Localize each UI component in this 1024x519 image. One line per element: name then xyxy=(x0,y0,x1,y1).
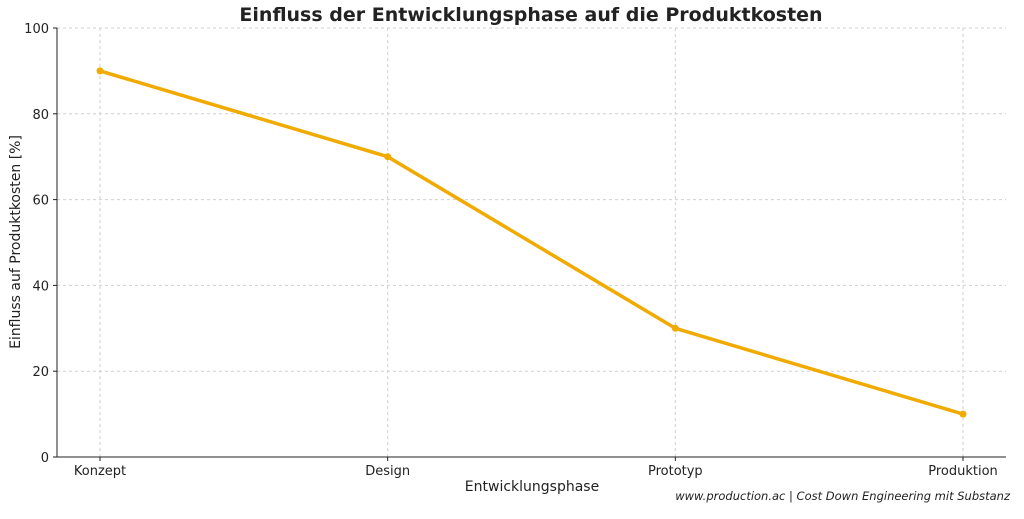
x-axis-label: Entwicklungsphase xyxy=(465,479,599,495)
series xyxy=(97,67,967,417)
data-point xyxy=(672,325,679,332)
y-axis-label: Einfluss auf Produktkosten [%] xyxy=(8,135,24,349)
x-ticks: Konzept Design Prototyp Produktion xyxy=(74,457,998,479)
y-tick-label: 60 xyxy=(32,194,49,209)
x-tick-label: Prototyp xyxy=(648,464,703,479)
y-tick-label: 80 xyxy=(32,108,49,123)
chart-title: Einfluss der Entwicklungsphase auf die P… xyxy=(239,4,822,26)
data-point xyxy=(97,67,104,74)
y-ticks: 0 20 40 60 80 100 xyxy=(24,22,57,466)
y-tick-label: 0 xyxy=(41,451,49,466)
x-tick-label: Produktion xyxy=(928,464,998,479)
x-tick-label: Design xyxy=(365,464,410,479)
data-point xyxy=(384,153,391,160)
series-line xyxy=(100,71,963,414)
data-point xyxy=(960,411,967,418)
y-tick-label: 40 xyxy=(32,279,49,294)
y-tick-label: 100 xyxy=(24,22,49,37)
source-footer: www.production.ac | Cost Down Engineerin… xyxy=(675,489,1011,503)
x-tick-label: Konzept xyxy=(74,464,126,479)
y-tick-label: 20 xyxy=(32,365,49,380)
